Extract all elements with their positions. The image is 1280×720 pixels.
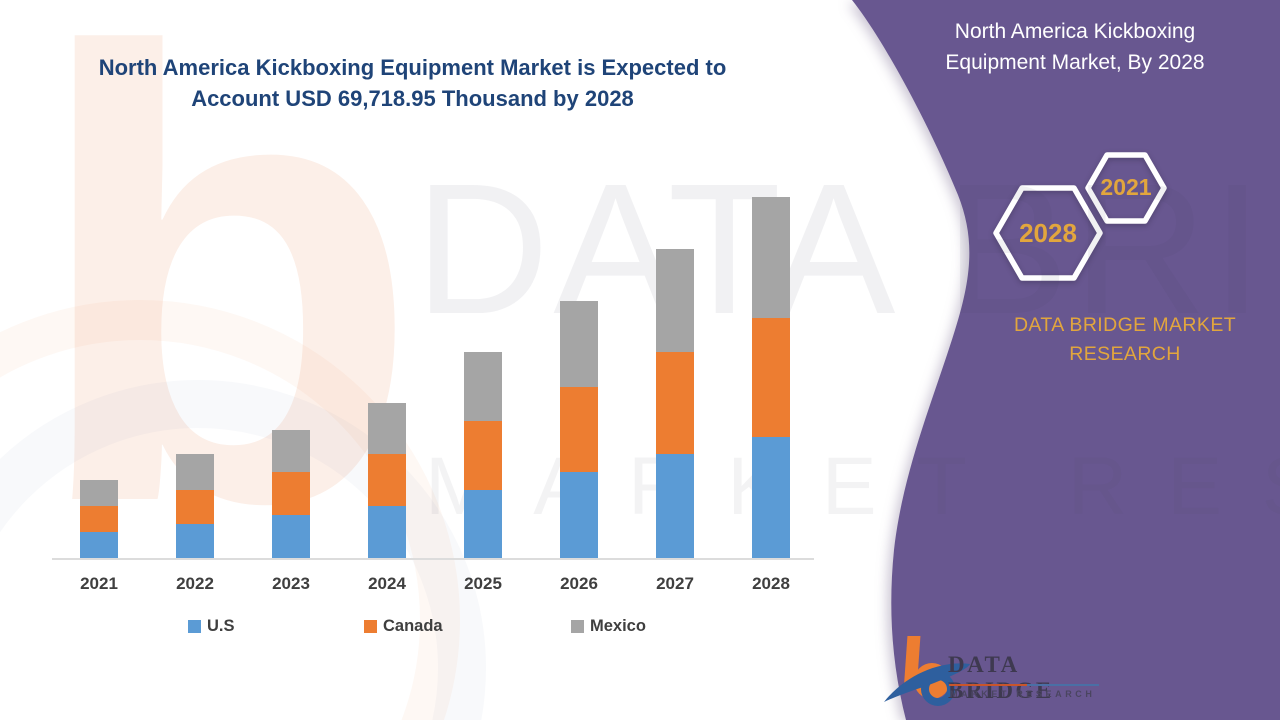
bar-segment-canada-2025 xyxy=(464,421,502,490)
bar-2026 xyxy=(560,300,598,558)
footer-logo-brand: DATA BRIDGE xyxy=(948,652,1054,703)
legend-label: Canada xyxy=(383,617,443,635)
x-axis-label-2021: 2021 xyxy=(80,574,118,593)
x-axis-label-2023: 2023 xyxy=(272,574,310,593)
bar-segment-us-2023 xyxy=(272,515,310,558)
x-axis-label-2025: 2025 xyxy=(464,574,502,593)
legend-item-mexico: Mexico xyxy=(571,617,646,636)
panel-title-line2: Equipment Market, By 2028 xyxy=(945,51,1205,74)
bar-2025 xyxy=(464,351,502,558)
bar-segment-mexico-2023 xyxy=(272,429,310,472)
bar-segment-mexico-2022 xyxy=(176,453,214,490)
bar-segment-canada-2026 xyxy=(560,386,598,472)
x-axis-line xyxy=(52,558,814,560)
bar-2021 xyxy=(80,480,118,558)
panel-brand-line1: DATA BRIDGE MARKET xyxy=(1013,314,1237,336)
legend-swatch-icon xyxy=(188,620,201,633)
x-axis-label-2027: 2027 xyxy=(656,574,694,593)
bar-segment-canada-2024 xyxy=(368,453,406,507)
panel-brand-line2: RESEARCH xyxy=(1069,343,1181,365)
chart-title: North America Kickboxing Equipment Marke… xyxy=(60,52,765,114)
hexagon-2028-icon xyxy=(993,185,1103,281)
bar-segment-mexico-2027 xyxy=(656,248,694,352)
legend-label: U.S xyxy=(207,617,235,635)
bar-segment-canada-2023 xyxy=(272,471,310,515)
panel-brand-text: DATA BRIDGE MARKET RESEARCH xyxy=(985,311,1265,369)
bar-2022 xyxy=(176,453,214,558)
footer-logo-tagline: MARKET RESEARCH xyxy=(950,689,1096,699)
bar-segment-us-2027 xyxy=(656,453,694,558)
bar-segment-mexico-2021 xyxy=(80,480,118,507)
chart-title-line1: North America Kickboxing Equipment Marke… xyxy=(98,55,727,80)
bar-segment-us-2021 xyxy=(80,532,118,558)
bar-segment-mexico-2028 xyxy=(752,197,790,318)
x-axis-label-2026: 2026 xyxy=(560,574,598,593)
bar-2024 xyxy=(368,403,406,558)
bar-segment-canada-2021 xyxy=(80,506,118,533)
data-bridge-logo-icon xyxy=(884,636,970,706)
bar-segment-us-2026 xyxy=(560,471,598,558)
bar-2023 xyxy=(272,429,310,558)
legend-swatch-icon xyxy=(364,620,377,633)
bar-segment-canada-2027 xyxy=(656,351,694,454)
panel-title-line1: North America Kickboxing xyxy=(954,20,1196,43)
chart-title-line2: Account USD 69,718.95 Thousand by 2028 xyxy=(191,86,634,111)
bar-segment-canada-2028 xyxy=(752,318,790,438)
legend-item-us: U.S xyxy=(188,617,235,636)
bar-segment-us-2025 xyxy=(464,489,502,558)
hexagon-label-2028: 2028 xyxy=(1019,218,1077,248)
bar-segment-mexico-2025 xyxy=(464,351,502,422)
bar-segment-mexico-2024 xyxy=(368,403,406,454)
x-axis-label-2024: 2024 xyxy=(368,574,406,593)
bar-2028 xyxy=(752,197,790,558)
bar-2027 xyxy=(656,248,694,558)
panel-title: North America Kickboxing Equipment Marke… xyxy=(895,16,1255,78)
bar-segment-canada-2022 xyxy=(176,489,214,524)
side-panel-background xyxy=(852,0,1280,720)
bar-segment-us-2024 xyxy=(368,506,406,558)
legend-item-canada: Canada xyxy=(364,617,443,636)
bar-segment-us-2028 xyxy=(752,437,790,558)
footer-logo: DATA BRIDGE MARKET RESEARCH xyxy=(878,628,1118,716)
x-axis-label-2022: 2022 xyxy=(176,574,214,593)
hexagon-label-2021: 2021 xyxy=(1100,174,1152,200)
bar-segment-mexico-2026 xyxy=(560,300,598,387)
bar-segment-us-2022 xyxy=(176,523,214,558)
footer-logo-divider xyxy=(949,684,1099,686)
hexagon-2021-icon xyxy=(1085,152,1167,224)
x-axis-label-2028: 2028 xyxy=(752,574,790,593)
legend-swatch-icon xyxy=(571,620,584,633)
legend-label: Mexico xyxy=(590,617,646,635)
